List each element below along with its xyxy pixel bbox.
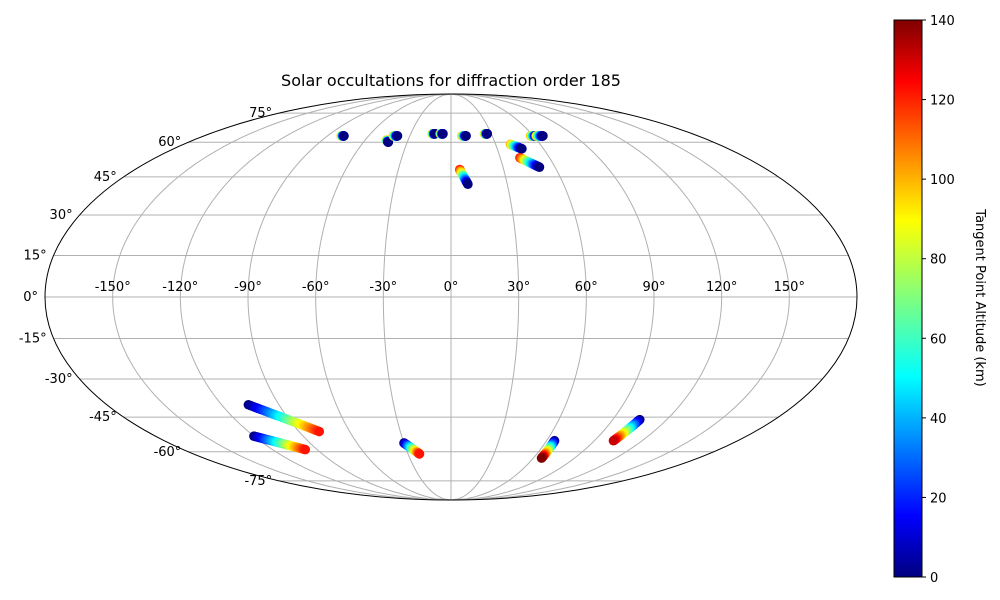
occultation-track [479, 129, 493, 139]
occultation-track [505, 139, 527, 154]
lon-tick-label: 120° [706, 280, 737, 295]
data-points [243, 129, 645, 463]
lat-tick-label: 30° [50, 208, 73, 223]
longitude-tick-labels: -150° -120° -90° -60° -30° 0° 30° 60° 90° 120° 150… [95, 280, 805, 295]
data-point [536, 453, 547, 463]
grid-meridian [112, 93, 452, 501]
grid-meridian [315, 93, 452, 501]
occultation-track [536, 435, 560, 463]
data-point [392, 131, 403, 141]
data-point [314, 426, 325, 437]
occultation-track [336, 131, 349, 141]
occultation-track [515, 153, 545, 172]
grid-meridian [450, 93, 723, 501]
data-point [538, 131, 548, 141]
lat-tick-label: -45° [89, 410, 117, 425]
map-boundary [44, 93, 858, 501]
grid [45, 93, 857, 501]
lon-tick-label: 90° [642, 280, 665, 295]
data-point [463, 179, 473, 190]
data-point [482, 129, 493, 139]
lat-tick-label: -30° [45, 372, 73, 387]
colorbar-tick-label: 60 [930, 332, 947, 347]
colorbar-tick-label: 140 [930, 14, 955, 29]
lat-tick-label: 45° [94, 170, 117, 185]
lat-tick-label: 60° [158, 135, 181, 150]
data-point [534, 162, 545, 172]
occultation-track [249, 431, 311, 455]
lon-tick-label: 150° [774, 280, 805, 295]
lon-tick-label: 30° [507, 280, 530, 295]
colorbar [893, 19, 923, 578]
data-point [461, 131, 471, 141]
grid-meridian [450, 93, 790, 501]
lon-tick-label: 60° [575, 280, 598, 295]
occultation-track [388, 131, 403, 141]
lon-tick-label: 0° [444, 280, 459, 295]
lon-tick-label: -60° [302, 280, 330, 295]
grid-meridian [179, 93, 452, 501]
lat-tick-label: -75° [244, 474, 272, 489]
grid-meridian [247, 93, 452, 501]
grid-meridian [450, 93, 587, 501]
data-point [339, 131, 349, 141]
data-point [517, 143, 527, 154]
colorbar-tick-label: 80 [930, 253, 947, 268]
lat-tick-label: 75° [249, 106, 272, 121]
lon-tick-label: -90° [234, 280, 262, 295]
occultation-track [608, 414, 645, 446]
latitude-tick-labels: -75° -60° -45° -30° -15° 0° 15° 30° 45° 60° 75° [19, 106, 272, 489]
colorbar-label: Tangent Point Altitude (km) [972, 208, 987, 386]
lat-tick-label: -60° [154, 445, 182, 460]
lon-tick-label: -120° [162, 280, 198, 295]
colorbar-tick-label: 0 [930, 571, 938, 586]
occultation-track [457, 131, 471, 141]
occultation-track [243, 399, 325, 437]
colorbar-tick-label: 40 [930, 412, 947, 427]
lat-tick-label: 0° [23, 290, 38, 305]
colorbar-tick-label: 120 [930, 94, 955, 109]
colorbar-ticks: 0 20 40 60 80 100 120 140 [922, 14, 955, 586]
lon-tick-label: -150° [95, 280, 131, 295]
lat-tick-label: -15° [19, 332, 47, 347]
data-point [414, 449, 425, 459]
data-point [300, 444, 311, 455]
grid-meridian [450, 93, 655, 501]
grid-meridian [450, 93, 520, 501]
data-point [438, 129, 448, 139]
occultation-track [435, 129, 448, 139]
occultation-track [531, 131, 548, 141]
grid-meridian [382, 93, 452, 501]
lat-tick-label: 15° [24, 248, 47, 263]
colorbar-tick-label: 20 [930, 491, 947, 506]
occultation-track [454, 164, 473, 190]
lon-tick-label: -30° [369, 280, 397, 295]
data-point [608, 435, 619, 446]
occultation-track [399, 438, 425, 459]
colorbar-tick-label: 100 [930, 173, 955, 188]
chart-title: Solar occultations for diffraction order… [281, 71, 621, 90]
